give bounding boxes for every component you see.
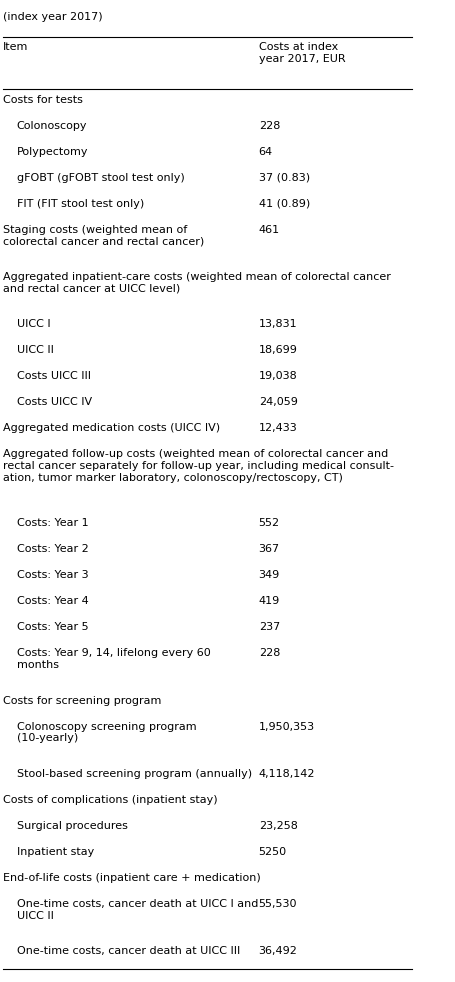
Text: UICC II: UICC II xyxy=(16,346,53,355)
Text: 36,492: 36,492 xyxy=(258,947,298,956)
Text: 349: 349 xyxy=(258,571,280,580)
Text: Stool-based screening program (annually): Stool-based screening program (annually) xyxy=(16,769,252,779)
Text: Costs: Year 1: Costs: Year 1 xyxy=(16,518,88,528)
Text: Costs of complications (inpatient stay): Costs of complications (inpatient stay) xyxy=(3,795,218,805)
Text: Costs: Year 2: Costs: Year 2 xyxy=(16,544,88,554)
Text: Costs UICC III: Costs UICC III xyxy=(16,371,91,381)
Text: Costs UICC IV: Costs UICC IV xyxy=(16,398,91,408)
Text: Aggregated inpatient-care costs (weighted mean of colorectal cancer
and rectal c: Aggregated inpatient-care costs (weighte… xyxy=(3,272,391,294)
Text: Aggregated medication costs (UICC IV): Aggregated medication costs (UICC IV) xyxy=(3,423,220,433)
Text: Costs for screening program: Costs for screening program xyxy=(3,695,162,706)
Text: 1,950,353: 1,950,353 xyxy=(258,722,315,732)
Text: 228: 228 xyxy=(258,121,280,131)
Text: Inpatient stay: Inpatient stay xyxy=(16,847,94,857)
Text: Colonoscopy screening program
(10-yearly): Colonoscopy screening program (10-yearly… xyxy=(16,722,196,743)
Text: Colonoscopy: Colonoscopy xyxy=(16,121,87,131)
Text: UICC I: UICC I xyxy=(16,319,50,329)
Text: FIT (FIT stool test only): FIT (FIT stool test only) xyxy=(16,198,144,208)
Text: 18,699: 18,699 xyxy=(258,346,298,355)
Text: 237: 237 xyxy=(258,623,280,632)
Text: 5250: 5250 xyxy=(258,847,287,857)
Text: 24,059: 24,059 xyxy=(258,398,298,408)
Text: 367: 367 xyxy=(258,544,280,554)
Text: 41 (0.89): 41 (0.89) xyxy=(258,198,310,208)
Text: 552: 552 xyxy=(258,518,280,528)
Text: Item: Item xyxy=(3,42,29,52)
Text: Staging costs (weighted mean of
colorectal cancer and rectal cancer): Staging costs (weighted mean of colorect… xyxy=(3,225,205,246)
Text: Costs for tests: Costs for tests xyxy=(3,94,83,104)
Text: 55,530: 55,530 xyxy=(258,900,297,909)
Text: Costs: Year 4: Costs: Year 4 xyxy=(16,596,88,606)
Text: One-time costs, cancer death at UICC I and
UICC II: One-time costs, cancer death at UICC I a… xyxy=(16,900,258,921)
Text: Surgical procedures: Surgical procedures xyxy=(16,821,127,831)
Text: (index year 2017): (index year 2017) xyxy=(3,13,103,23)
Text: 419: 419 xyxy=(258,596,280,606)
Text: 4,118,142: 4,118,142 xyxy=(258,769,315,779)
Text: 228: 228 xyxy=(258,648,280,658)
Text: End-of-life costs (inpatient care + medication): End-of-life costs (inpatient care + medi… xyxy=(3,873,261,883)
Text: Costs: Year 5: Costs: Year 5 xyxy=(16,623,88,632)
Text: Aggregated follow-up costs (weighted mean of colorectal cancer and
rectal cancer: Aggregated follow-up costs (weighted mea… xyxy=(3,450,394,482)
Text: Costs at index
year 2017, EUR: Costs at index year 2017, EUR xyxy=(258,42,345,64)
Text: Costs: Year 3: Costs: Year 3 xyxy=(16,571,88,580)
Text: Polypectomy: Polypectomy xyxy=(16,146,88,156)
Text: Costs: Year 9, 14, lifelong every 60
months: Costs: Year 9, 14, lifelong every 60 mon… xyxy=(16,648,210,670)
Text: 13,831: 13,831 xyxy=(258,319,297,329)
Text: 64: 64 xyxy=(258,146,273,156)
Text: gFOBT (gFOBT stool test only): gFOBT (gFOBT stool test only) xyxy=(16,173,184,183)
Text: 461: 461 xyxy=(258,225,280,235)
Text: 19,038: 19,038 xyxy=(258,371,298,381)
Text: 23,258: 23,258 xyxy=(258,821,298,831)
Text: 12,433: 12,433 xyxy=(258,423,298,433)
Text: 37 (0.83): 37 (0.83) xyxy=(258,173,310,183)
Text: One-time costs, cancer death at UICC III: One-time costs, cancer death at UICC III xyxy=(16,947,240,956)
